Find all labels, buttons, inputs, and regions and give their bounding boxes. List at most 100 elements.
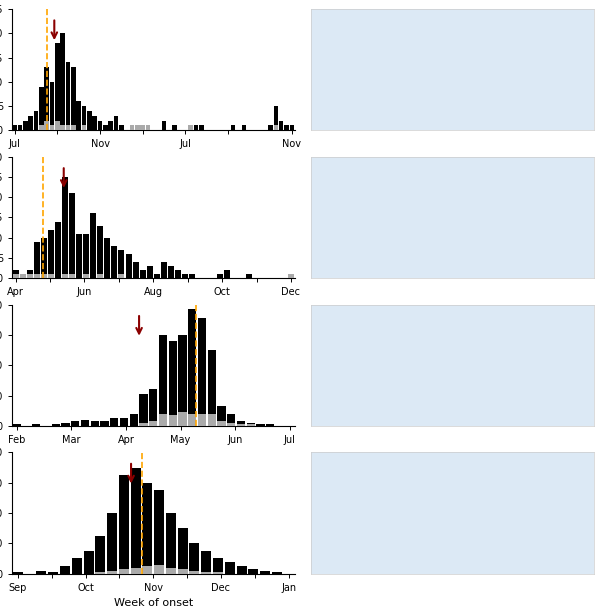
Bar (198, 414, 206, 426)
Bar (194, 126, 198, 131)
Bar (90, 214, 96, 278)
Bar (119, 126, 124, 131)
Bar (82, 126, 86, 131)
Bar (71, 67, 76, 131)
Bar (119, 569, 129, 574)
Bar (41, 274, 47, 278)
Bar (62, 274, 68, 278)
Bar (236, 566, 247, 574)
Bar (112, 246, 118, 278)
Bar (103, 126, 107, 131)
Bar (217, 274, 223, 278)
Bar (166, 513, 176, 574)
Bar (288, 274, 294, 278)
Bar (169, 415, 177, 426)
Bar (82, 106, 86, 131)
Bar (34, 111, 38, 131)
Bar (213, 572, 223, 574)
Bar (44, 121, 49, 131)
Bar (13, 424, 21, 426)
Bar (227, 423, 235, 426)
Bar (55, 222, 61, 278)
Bar (274, 126, 278, 131)
Bar (20, 274, 26, 278)
Bar (279, 121, 283, 131)
Bar (248, 569, 259, 574)
Bar (107, 513, 117, 574)
Bar (97, 226, 103, 278)
Bar (13, 274, 19, 278)
Bar (61, 423, 70, 426)
Bar (225, 561, 235, 574)
Bar (131, 467, 140, 574)
Bar (149, 390, 157, 426)
Bar (224, 270, 230, 278)
Bar (260, 571, 270, 574)
Bar (245, 274, 251, 278)
Bar (41, 238, 47, 278)
Bar (198, 318, 206, 426)
Bar (20, 274, 26, 278)
Bar (256, 424, 265, 426)
X-axis label: Week of onset: Week of onset (113, 598, 193, 607)
Bar (130, 126, 134, 131)
Bar (178, 528, 188, 574)
Bar (83, 274, 89, 278)
Bar (76, 234, 82, 278)
Bar (188, 414, 196, 426)
Bar (18, 126, 22, 131)
Bar (39, 87, 44, 131)
Bar (72, 558, 82, 574)
Bar (178, 335, 187, 426)
Bar (48, 229, 54, 278)
Bar (71, 421, 79, 426)
Bar (247, 423, 255, 426)
Bar (161, 262, 167, 278)
Bar (146, 126, 150, 131)
Bar (159, 335, 167, 426)
Bar (69, 193, 75, 278)
Bar (60, 566, 70, 574)
Bar (213, 558, 223, 574)
Bar (61, 33, 65, 131)
Bar (119, 475, 129, 574)
Bar (109, 121, 113, 131)
Bar (118, 249, 124, 278)
Bar (39, 126, 44, 131)
Bar (83, 551, 94, 574)
Bar (189, 274, 195, 278)
Bar (26, 274, 32, 278)
Bar (34, 242, 40, 278)
Bar (199, 126, 203, 131)
Bar (66, 126, 70, 131)
Bar (28, 116, 33, 131)
Bar (32, 424, 40, 426)
Bar (66, 63, 70, 131)
Bar (13, 126, 17, 131)
Bar (91, 421, 99, 426)
Bar (69, 274, 75, 278)
Bar (61, 126, 65, 131)
Bar (13, 270, 19, 278)
Bar (175, 270, 181, 278)
Bar (130, 414, 138, 426)
Bar (217, 406, 226, 426)
Bar (26, 270, 32, 278)
Bar (131, 568, 140, 574)
Bar (161, 121, 166, 131)
Bar (120, 418, 128, 426)
Bar (95, 536, 105, 574)
Bar (23, 121, 28, 131)
Bar (147, 266, 153, 278)
Bar (140, 270, 146, 278)
Bar (95, 572, 105, 574)
Bar (55, 121, 59, 131)
Bar (178, 412, 187, 426)
Bar (154, 490, 164, 574)
Bar (288, 274, 294, 278)
Bar (227, 414, 235, 426)
Bar (190, 571, 199, 574)
Bar (182, 274, 188, 278)
Bar (242, 126, 246, 131)
Bar (118, 274, 124, 278)
